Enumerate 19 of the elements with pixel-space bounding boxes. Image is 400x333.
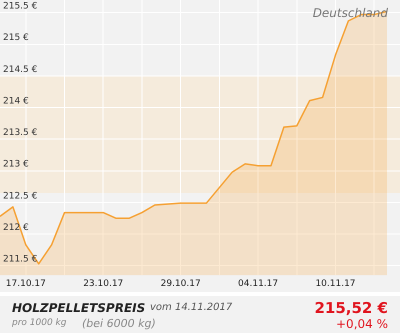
y-tick-label: 215.5 € xyxy=(3,1,38,12)
x-tick-label: 04.11.17 xyxy=(238,278,278,289)
x-tick-label: 29.10.17 xyxy=(160,278,201,289)
x-tick-label: 23.10.17 xyxy=(83,278,124,289)
x-tick-label: 17.10.17 xyxy=(6,278,46,289)
text: vom 14.11.2017 xyxy=(150,302,232,313)
text: 215,52 € xyxy=(314,299,388,317)
y-tick-label: 214 € xyxy=(3,96,30,106)
y-tick-label: 213.5 € xyxy=(3,128,38,138)
y-tick-label: 212 € xyxy=(3,222,30,233)
y-tick-label: 212.5 € xyxy=(3,191,38,202)
text: (bei 6000 kg) xyxy=(82,317,156,330)
text: +0,04 % xyxy=(336,317,388,331)
text: HOLZPELLETSPREIS xyxy=(12,301,146,315)
x-tick-label: 10.11.17 xyxy=(315,278,356,289)
text: pro 1000 kg xyxy=(12,318,66,328)
y-tick-label: 213 € xyxy=(3,160,30,170)
y-tick-label: 214.5 € xyxy=(3,64,38,75)
y-tick-label: 215 € xyxy=(3,33,30,44)
